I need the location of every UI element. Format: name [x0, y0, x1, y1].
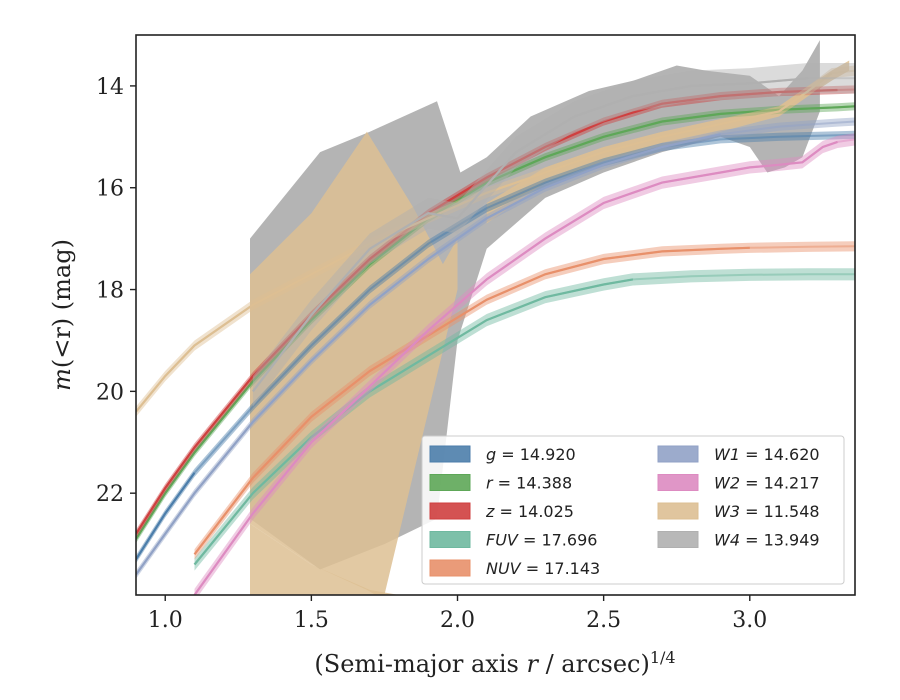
- band-W1: [136, 117, 855, 579]
- legend-label-r: r = 14.388: [486, 474, 572, 493]
- y-ticks: 14 16 18 20 22: [96, 75, 136, 507]
- legend-label-FUV: FUV = 17.696: [486, 531, 597, 550]
- legend-frame: [421, 435, 845, 585]
- x-tick-label: 1.0: [148, 608, 183, 633]
- legend-swatch-z: [429, 502, 471, 520]
- x-tick-label: 2.5: [586, 608, 621, 633]
- legend-label-W2: W2 = 14.217: [714, 474, 820, 493]
- y-axis-label: m(<r) (mag): [48, 239, 76, 391]
- legend-label-g: g = 14.920: [486, 445, 576, 464]
- legend-swatch-W3: [657, 502, 699, 520]
- region-1: [250, 523, 399, 595]
- band-W4: [252, 63, 855, 407]
- line-g: [136, 472, 196, 560]
- line-FUV: [193, 278, 634, 566]
- x-tick-label: 3.0: [732, 608, 767, 633]
- region-3: [486, 60, 850, 224]
- legend-swatch-W2: [657, 474, 699, 491]
- series-NUV: [193, 241, 855, 560]
- legend-swatch-NUV: [429, 559, 471, 577]
- series-g: [136, 130, 855, 564]
- line-W4: [252, 77, 809, 393]
- plot-frame: [135, 34, 856, 596]
- line-W2: [193, 140, 838, 595]
- line-z: [136, 88, 838, 535]
- series-W1: [136, 117, 855, 579]
- legend-swatch-W4: [657, 531, 699, 548]
- series-W4: [252, 63, 855, 407]
- band-NUV: [194, 241, 855, 560]
- legend-swatch-FUV: [429, 531, 471, 548]
- series-r: [136, 102, 855, 544]
- line-NUV: [193, 246, 750, 555]
- series-FUV: [193, 268, 855, 571]
- line-g-extrapolated: [136, 133, 855, 560]
- line-W3: [136, 72, 833, 413]
- line-r: [136, 105, 855, 540]
- legend-swatch-r: [429, 474, 471, 491]
- legend-label-NUV: NUV = 17.143: [486, 559, 600, 578]
- x-tick-label: 1.5: [294, 608, 329, 633]
- region-2: [250, 131, 458, 595]
- x-axis-label: (Semi-major axis r / arcsec)1/4: [314, 648, 675, 678]
- y-tick-label: 18: [96, 279, 124, 304]
- x-ticks: 1.0 1.5 2.0 2.5 3.0: [148, 595, 767, 633]
- y-tick-label: 14: [96, 75, 124, 100]
- legend: g = 14.920 r = 14.388 z = 14.025 FUV = 17.6…: [421, 435, 845, 585]
- band-FUV: [194, 268, 855, 571]
- series-lines: [136, 63, 855, 595]
- legend-label-W1: W1 = 14.620: [714, 445, 820, 464]
- legend-swatch-g: [429, 445, 471, 463]
- legend-label-W4: W4 = 13.949: [714, 531, 820, 550]
- y-tick-label: 20: [96, 380, 124, 405]
- series-W2: [193, 133, 855, 595]
- series-W3: [136, 65, 855, 417]
- y-tick-label: 22: [96, 482, 124, 507]
- line-W1: [136, 133, 721, 576]
- x-tick-label: 2.0: [440, 608, 475, 633]
- legend-label-W3: W3 = 11.548: [714, 502, 820, 521]
- legend-label-z: z = 14.025: [485, 502, 574, 521]
- uncertainty-regions: [250, 40, 850, 595]
- legend-swatch-W1: [657, 445, 699, 463]
- y-tick-label: 16: [96, 177, 124, 202]
